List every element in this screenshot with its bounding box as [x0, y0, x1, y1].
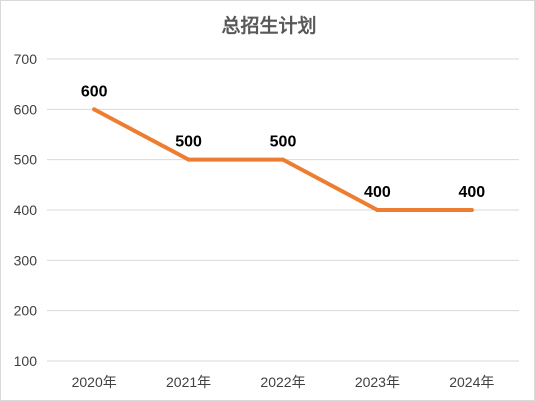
x-tick-label: 2023年 — [355, 374, 400, 390]
data-point — [92, 107, 97, 112]
x-tick-label: 2022年 — [260, 374, 305, 390]
data-point — [186, 157, 191, 162]
x-tick-label: 2024年 — [449, 374, 494, 390]
data-label: 600 — [81, 83, 108, 100]
data-label: 400 — [364, 184, 391, 201]
y-tick-label: 200 — [14, 303, 38, 319]
x-tick-label: 2020年 — [72, 374, 117, 390]
data-label: 500 — [175, 134, 202, 151]
y-tick-label: 300 — [14, 252, 38, 268]
y-axis-ticks: 700 600 500 400 300 200 100 — [14, 51, 38, 369]
x-tick-label: 2021年 — [166, 374, 211, 390]
x-axis-ticks: 2020年 2021年 2022年 2023年 2024年 — [72, 374, 495, 390]
y-tick-label: 700 — [14, 51, 38, 67]
data-label: 400 — [458, 184, 485, 201]
data-label: 500 — [270, 134, 297, 151]
series-layer — [92, 107, 474, 212]
chart-title: 总招生计划 — [221, 14, 316, 37]
data-point — [469, 208, 474, 212]
y-tick-label: 500 — [14, 152, 38, 168]
y-tick-label: 400 — [14, 202, 38, 218]
y-tick-label: 600 — [14, 101, 38, 117]
data-point — [281, 157, 285, 162]
data-point — [375, 208, 380, 212]
data-labels: 600 500 500 400 400 — [81, 83, 485, 201]
y-tick-label: 100 — [14, 353, 38, 369]
